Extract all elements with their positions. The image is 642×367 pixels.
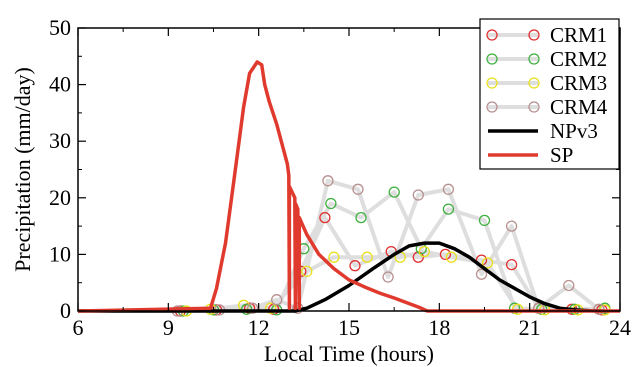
x-tick-label: 21: [519, 315, 541, 340]
legend-label-crm2: CRM2: [550, 47, 607, 71]
x-tick-label: 9: [163, 315, 174, 340]
data-point-crm4: [352, 183, 364, 195]
y-axis-title: Precipitation (mm/day): [10, 67, 35, 272]
data-point-crm3: [418, 245, 430, 258]
data-point-crm1: [349, 260, 361, 272]
x-tick-label: 24: [609, 315, 631, 340]
legend-marker-crm2: [486, 53, 498, 65]
legend-label-crm1: CRM1: [550, 23, 607, 47]
legend-marker-crm4: [528, 101, 540, 113]
x-tick-label: 12: [248, 315, 270, 340]
data-point-crm3: [328, 251, 340, 263]
y-tick-label: 40: [49, 72, 71, 97]
legend-label-crm4: CRM4: [550, 95, 608, 119]
y-tick-label: 50: [49, 15, 71, 40]
y-tick-label: 30: [49, 128, 71, 153]
series-line-crm4: [78, 178, 601, 313]
data-point-crm4: [505, 220, 518, 232]
data-point-crm2: [442, 203, 455, 215]
data-point-crm4: [533, 302, 545, 314]
data-point-crm3: [481, 257, 494, 269]
legend-marker-crm4: [486, 101, 498, 113]
y-tick-label: 20: [49, 185, 71, 210]
legend-label-sp: SP: [550, 143, 573, 167]
data-point-crm2: [325, 197, 337, 210]
data-point-crm1: [439, 248, 452, 261]
data-point-crm3: [445, 251, 458, 263]
data-point-crm2: [478, 214, 491, 227]
legend-label-crm3: CRM3: [550, 71, 607, 95]
data-point-crm1: [319, 211, 331, 224]
data-point-crm4: [412, 189, 424, 201]
data-point-crm1: [505, 258, 518, 271]
data-point-crm4: [271, 294, 283, 306]
data-point-crm4: [322, 175, 334, 187]
legend-label-npv3: NPv3: [550, 119, 598, 143]
legend-marker-crm1: [528, 29, 540, 41]
x-axis-title: Local Time (hours): [264, 341, 434, 366]
y-tick-label: 10: [49, 241, 71, 266]
legend-box: [479, 18, 620, 170]
x-tick-label: 15: [338, 315, 360, 340]
legend-marker-crm2: [528, 53, 540, 65]
chart-marks: [77, 60, 620, 317]
x-tick-label: 6: [73, 315, 84, 340]
data-point-crm4: [246, 302, 259, 314]
data-point-crm4: [563, 279, 575, 292]
series-line-crm3: [78, 249, 605, 313]
data-point-crm2: [355, 211, 367, 224]
axis-ticks: 6 9 12 15 18 21 24 0 10 20 30 40 50: [49, 15, 631, 340]
data-point-crm3: [361, 251, 373, 263]
data-point-crm4: [442, 183, 455, 195]
legend-marker-crm3: [528, 77, 540, 89]
legend-marker-crm3: [486, 77, 498, 89]
data-point-crm3: [265, 302, 277, 314]
y-tick-label: 0: [60, 298, 71, 323]
data-point-crm4: [382, 271, 394, 283]
series-line-sp: [77, 60, 620, 313]
data-point-crm3: [301, 265, 313, 278]
data-point-crm2: [388, 186, 400, 198]
legend-marker-crm1: [486, 29, 498, 41]
series-line-npv3: [78, 241, 602, 313]
data-point-crm4: [475, 268, 488, 280]
x-tick-label: 18: [428, 315, 450, 340]
